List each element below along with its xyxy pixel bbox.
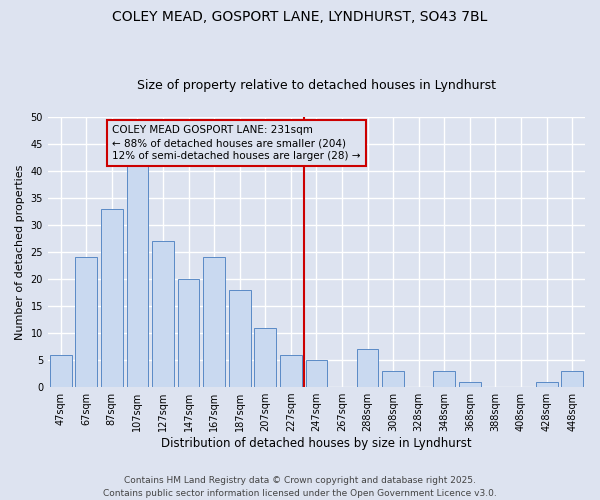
Bar: [76, 258, 97, 387]
Bar: [382, 371, 404, 387]
Bar: [562, 371, 583, 387]
X-axis label: Distribution of detached houses by size in Lyndhurst: Distribution of detached houses by size …: [161, 437, 472, 450]
Bar: [50, 354, 71, 387]
Text: COLEY MEAD GOSPORT LANE: 231sqm
← 88% of detached houses are smaller (204)
12% o: COLEY MEAD GOSPORT LANE: 231sqm ← 88% of…: [112, 125, 361, 162]
Bar: [178, 279, 199, 387]
Bar: [433, 371, 455, 387]
Bar: [305, 360, 328, 387]
Bar: [127, 166, 148, 387]
Bar: [254, 328, 276, 387]
Text: Contains HM Land Registry data © Crown copyright and database right 2025.
Contai: Contains HM Land Registry data © Crown c…: [103, 476, 497, 498]
Bar: [536, 382, 557, 387]
Bar: [203, 258, 225, 387]
Bar: [459, 382, 481, 387]
Bar: [152, 241, 174, 387]
Y-axis label: Number of detached properties: Number of detached properties: [15, 164, 25, 340]
Bar: [357, 349, 379, 387]
Bar: [280, 354, 302, 387]
Text: COLEY MEAD, GOSPORT LANE, LYNDHURST, SO43 7BL: COLEY MEAD, GOSPORT LANE, LYNDHURST, SO4…: [112, 10, 488, 24]
Bar: [101, 208, 123, 387]
Title: Size of property relative to detached houses in Lyndhurst: Size of property relative to detached ho…: [137, 79, 496, 92]
Bar: [229, 290, 251, 387]
